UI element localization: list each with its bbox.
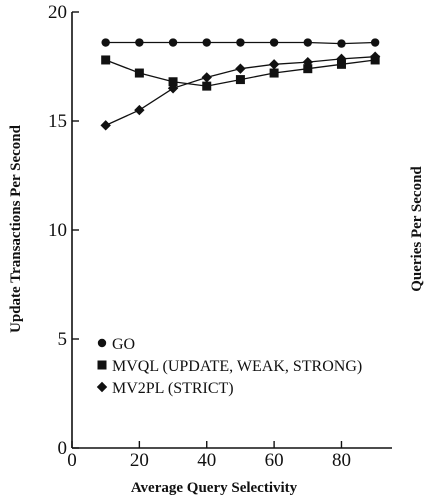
y-tick-label: 10 (48, 220, 67, 241)
legend-label: MVQL (UPDATE, WEAK, STRONG) (112, 358, 362, 375)
data-point (134, 104, 145, 116)
x-tick-label: 60 (265, 450, 284, 471)
data-point (269, 68, 279, 78)
x-tick-label: 20 (130, 450, 149, 471)
x-axis-label: Average Query Selectivity (131, 480, 298, 496)
data-point (101, 38, 110, 47)
data-point (336, 59, 346, 69)
x-tick-label: 40 (197, 450, 216, 471)
data-point (269, 38, 279, 47)
data-point (202, 38, 211, 47)
y-tick-label: 20 (48, 2, 67, 23)
data-point (167, 83, 179, 94)
data-point (235, 75, 245, 85)
y-axis-label: Update Transactions Per Second (8, 124, 24, 333)
data-point (202, 81, 212, 91)
data-point (336, 53, 347, 65)
data-point (236, 38, 245, 47)
data-point (235, 63, 246, 74)
data-point (135, 38, 144, 47)
data-point (101, 55, 111, 65)
y-tick-label: 0 (58, 438, 68, 459)
series-circle (101, 38, 380, 48)
legend-marker (97, 338, 107, 348)
data-point (268, 59, 280, 70)
series-layer (100, 38, 381, 131)
data-point (201, 72, 212, 83)
data-point (134, 68, 144, 78)
legend-label: GO (112, 336, 135, 353)
data-point (302, 56, 313, 68)
series-diamond (100, 51, 381, 131)
data-point (369, 51, 381, 62)
legend-marker (96, 381, 108, 393)
ticks: 0 5 10 15 20 0 20 40 60 80 (48, 2, 351, 471)
y-tick-label: 15 (48, 111, 67, 132)
legend-marker (97, 360, 107, 370)
legend-label: MV2PL (STRICT) (112, 380, 234, 397)
data-point (303, 64, 313, 74)
legend: GO MVQL (UPDATE, WEAK, STRONG) MV2PL (STRI… (96, 336, 362, 397)
data-point (337, 39, 346, 48)
data-point (303, 38, 312, 47)
secondary-y-axis-label: Queries Per Second (409, 166, 425, 292)
data-point (100, 120, 111, 131)
data-point (168, 77, 178, 87)
x-tick-label: 80 (332, 450, 351, 471)
data-point (168, 38, 178, 47)
x-tick-label: 0 (67, 450, 77, 471)
data-point (370, 38, 380, 47)
y-tick-label: 5 (58, 329, 68, 350)
